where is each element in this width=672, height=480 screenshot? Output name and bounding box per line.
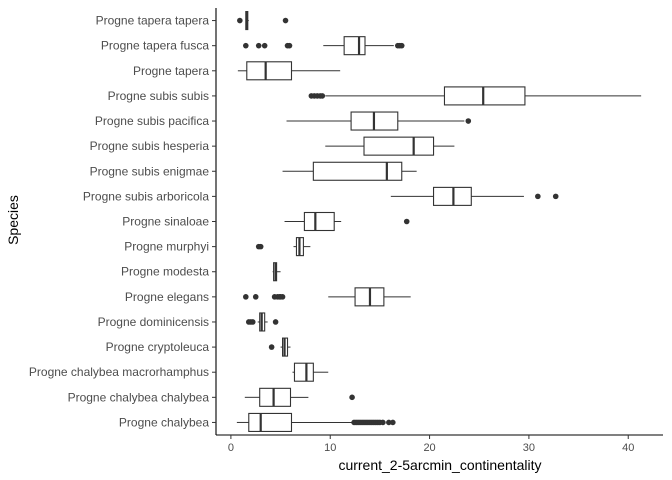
x-tick-label: 40 (622, 442, 634, 454)
box-series-11 (243, 287, 411, 307)
box-series-2 (237, 61, 341, 81)
category-label: Progne tapera fusca (101, 39, 209, 53)
category-label: Progne elegans (125, 290, 209, 304)
outlier-point (403, 218, 410, 225)
outlier-point (398, 42, 405, 49)
outlier-point (535, 193, 541, 200)
plot-area (236, 11, 642, 432)
box-series-12 (245, 312, 279, 332)
box-series-14 (292, 362, 329, 382)
box-iqr (248, 412, 293, 432)
x-tick-label: 10 (324, 442, 336, 454)
outlier-point (279, 294, 286, 300)
box-series-3 (308, 86, 642, 106)
box-series-7 (390, 186, 559, 206)
x-tick-label: 0 (228, 442, 234, 454)
category-label: Progne subis hesperia (90, 139, 210, 153)
category-label: Progne sinaloae (122, 215, 209, 229)
box-series-4 (286, 111, 472, 131)
box-iqr (363, 136, 435, 156)
outlier-point (257, 243, 264, 250)
box-series-5 (325, 136, 455, 156)
outlier-point (286, 42, 293, 49)
x-tick-label: 30 (523, 442, 535, 454)
outlier-point (465, 118, 472, 124)
box-iqr (293, 362, 314, 382)
category-label: Progne subis enigmae (90, 164, 210, 178)
outlier-point (261, 42, 268, 49)
category-label: Progne chalybea chalybea (68, 390, 210, 404)
outlier-point (319, 93, 326, 99)
box-iqr (443, 86, 526, 106)
outlier-point (243, 294, 249, 300)
outlier-point (349, 394, 355, 401)
box-iqr (259, 387, 292, 407)
y-axis: Progne tapera tapera Progne tapera fusca P… (29, 8, 217, 435)
box-iqr (246, 61, 293, 81)
box-series-8 (284, 211, 410, 232)
box-series-1 (243, 36, 405, 56)
category-label: Progne dominicensis (98, 315, 209, 329)
category-label: Progne subis arboricola (83, 189, 209, 203)
box-series-13 (268, 337, 291, 357)
category-label: Progne chalybea (119, 415, 209, 429)
outlier-point (380, 419, 386, 426)
box-series-15 (244, 387, 355, 407)
x-axis-title: current_2-5arcmin_continentality (338, 457, 541, 473)
category-label: Progne modesta (121, 265, 209, 279)
box-iqr (343, 36, 366, 56)
x-tick-label: 20 (423, 442, 435, 454)
category-label: Progne subis pacifica (95, 114, 209, 128)
category-label: Progne tapera tapera (96, 14, 210, 28)
box-series-16 (236, 412, 396, 432)
outlier-point (552, 193, 559, 200)
outlier-point (255, 42, 262, 49)
y-axis-title: Species (5, 195, 21, 245)
outlier-point (282, 17, 289, 24)
box-series-0 (237, 11, 289, 31)
box-iqr (312, 161, 403, 181)
category-label: Progne tapera (133, 64, 209, 78)
outlier-point (243, 42, 249, 49)
outlier-point (390, 419, 396, 426)
box-series-9 (255, 237, 311, 257)
box-iqr (303, 211, 335, 232)
category-label: Progne cryptoleuca (106, 340, 210, 354)
category-label: Progne subis subis (108, 89, 209, 103)
outlier-point (237, 17, 243, 24)
outlier-point (386, 419, 392, 426)
box-series-10 (272, 262, 281, 282)
outlier-point (249, 319, 256, 325)
x-axis: 0 10 20 30 40 (216, 434, 663, 454)
category-label: Progne chalybea macrorhamphus (29, 365, 209, 379)
category-label: Progne murphyi (124, 240, 209, 254)
outlier-point (268, 344, 275, 350)
box-series-6 (282, 161, 417, 181)
outlier-point (252, 294, 259, 300)
outlier-point (272, 319, 279, 325)
